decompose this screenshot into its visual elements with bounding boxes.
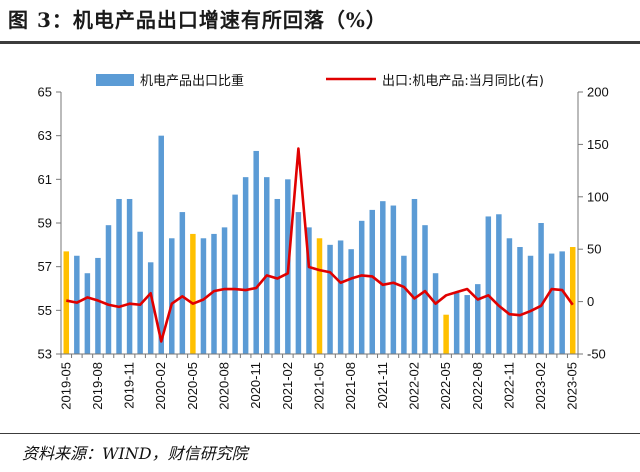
- y-left-tick-label: 59: [38, 216, 52, 231]
- bar-2019-06: [74, 255, 80, 354]
- chart-canvas: 53 55 57 59 61 63 65 -50 0 50 100 150 200 2019-05 2019…: [38, 73, 609, 410]
- bar-2022-04: [432, 273, 439, 354]
- bar-2022-07: [464, 295, 470, 354]
- legend-bar-label: 机电产品出口比重: [140, 73, 244, 89]
- legend-line-label: 出口:机电产品:当月同比(右): [382, 74, 544, 89]
- bar-2023-03: [548, 253, 555, 354]
- bar-2021-11: [380, 201, 386, 354]
- x-tick-label: 2022-02: [406, 362, 421, 410]
- bar-2023-05: [569, 247, 576, 354]
- bar-2022-03: [422, 225, 428, 354]
- bar-2019-11: [126, 198, 133, 354]
- bar-2022-06: [453, 292, 460, 354]
- y-left-tick-label: 65: [38, 85, 52, 100]
- x-tick-label: 2020-11: [248, 362, 263, 409]
- bar-2020-07: [211, 233, 217, 354]
- y-left-tick-label: 61: [38, 172, 52, 187]
- bar-2023-02: [538, 223, 544, 354]
- x-tick-label: 2019-11: [122, 362, 137, 409]
- chart-title: 图 3：机电产品出口增速有所回落（%）: [8, 8, 387, 32]
- bar-2021-01: [274, 198, 281, 354]
- legend: 机电产品出口比重 出口:机电产品:当月同比(右): [96, 73, 544, 89]
- bar-2020-12: [264, 177, 270, 354]
- bar-2022-09: [485, 216, 492, 354]
- bar-2022-05: [443, 314, 449, 354]
- y-left-tick-label: 57: [38, 259, 52, 274]
- bar-series: [63, 135, 576, 354]
- bar-2022-12: [517, 247, 523, 354]
- bar-2020-04: [179, 212, 186, 354]
- bar-2023-04: [559, 251, 565, 354]
- source-note: 资料来源：WIND，财信研究院: [22, 444, 248, 463]
- legend-bar-swatch: [96, 74, 134, 86]
- bar-2021-08: [348, 249, 354, 354]
- y-right-tick-label: -50: [587, 347, 606, 362]
- x-tick-label: 2020-02: [153, 362, 168, 410]
- bar-2019-10: [116, 198, 122, 354]
- bar-2019-08: [95, 257, 101, 354]
- y-left-tick-label: 55: [38, 303, 52, 318]
- bar-2020-10: [242, 177, 249, 354]
- bar-2022-11: [506, 238, 513, 354]
- axes: 53 55 57 59 61 63 65 -50 0 50 100 150 200 2019-05 2019…: [38, 85, 609, 410]
- bar-2021-03: [295, 212, 302, 354]
- x-tick-label: 2021-08: [343, 362, 358, 410]
- y-right-tick-label: 0: [587, 294, 594, 309]
- bar-2020-08: [221, 227, 228, 354]
- bar-2019-05: [63, 251, 70, 354]
- bar-2022-10: [496, 214, 502, 354]
- bar-2021-07: [337, 240, 344, 354]
- y-right-tick-label: 200: [587, 85, 609, 100]
- x-tick-label: 2022-05: [438, 362, 453, 410]
- bar-2022-01: [401, 255, 407, 354]
- y-right-tick-label: 50: [587, 242, 601, 257]
- bar-2019-09: [105, 225, 112, 354]
- bar-2020-11: [253, 150, 259, 354]
- x-tick-label: 2019-05: [58, 362, 73, 410]
- bar-2023-01: [527, 255, 534, 354]
- bar-2020-05: [190, 233, 196, 354]
- y-right-tick-label: 100: [587, 189, 609, 204]
- x-tick-label: 2022-11: [501, 362, 516, 409]
- bar-2021-12: [390, 205, 397, 354]
- x-tick-label: 2020-08: [217, 362, 232, 410]
- x-tick-label: 2019-08: [90, 362, 105, 410]
- bar-2021-06: [327, 244, 333, 354]
- source-divider: [0, 433, 640, 434]
- x-tick-label: 2021-05: [312, 362, 327, 410]
- x-tick-label: 2022-08: [470, 362, 485, 410]
- bar-2020-02: [158, 135, 164, 354]
- title-divider: [0, 41, 640, 44]
- bar-2022-02: [411, 198, 418, 354]
- bar-2020-09: [232, 194, 238, 354]
- bar-2021-10: [369, 209, 375, 354]
- x-tick-label: 2023-02: [533, 362, 548, 410]
- bar-2021-04: [306, 227, 312, 354]
- y-right-tick-label: 150: [587, 137, 609, 152]
- bar-2020-01: [147, 262, 154, 354]
- y-left-tick-label: 63: [38, 128, 52, 143]
- bar-2020-06: [200, 238, 207, 354]
- bar-2021-05: [316, 238, 323, 354]
- x-tick-label: 2020-05: [185, 362, 200, 410]
- bar-2020-03: [169, 238, 175, 354]
- yoy-line: [66, 147, 574, 343]
- bar-2019-12: [137, 231, 143, 354]
- bar-2022-08: [475, 284, 481, 354]
- x-tick-label: 2021-11: [375, 362, 390, 409]
- x-tick-label: 2023-05: [565, 362, 580, 410]
- y-left-tick-label: 53: [38, 347, 52, 362]
- bar-2019-07: [84, 273, 91, 354]
- x-tick-label: 2021-02: [280, 362, 295, 410]
- bar-2021-09: [358, 220, 365, 354]
